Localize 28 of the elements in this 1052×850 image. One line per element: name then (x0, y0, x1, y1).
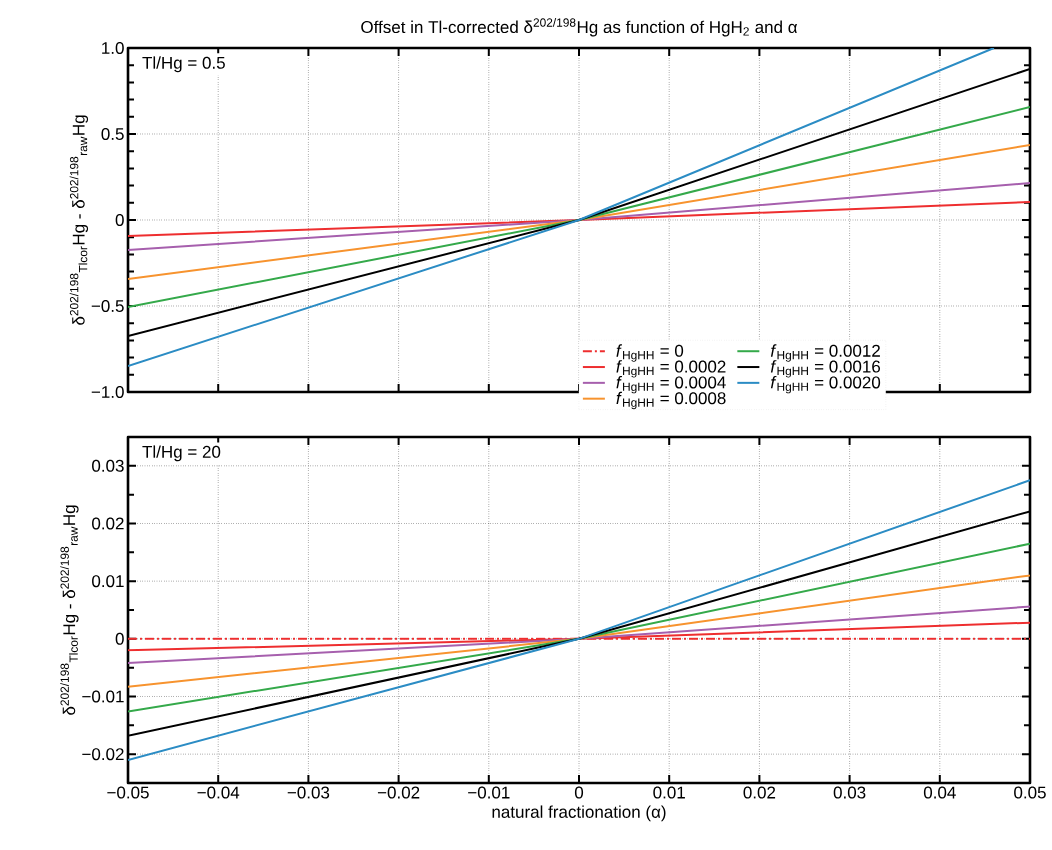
x-axis-title: natural fractionation (α) (492, 805, 666, 822)
x-tick-label: 0.04 (923, 786, 956, 799)
x-tick-label: −0.03 (287, 786, 330, 799)
x-tick-label: −0.01 (468, 786, 510, 799)
x-tick-label: 0.03 (833, 786, 866, 799)
y-tick-label: −0.02 (82, 748, 124, 761)
chart-title: Offset in Tl-corrected δ$^{202/198}$Hg as function of HgH$_{2}$ and α (361, 18, 798, 37)
y-tick-label: 0 (115, 632, 124, 645)
y-tick-label: −1.0 (91, 385, 124, 399)
x-tick-label: 0.02 (743, 786, 776, 799)
x-tick-label: −0.04 (197, 786, 240, 799)
x-tick-label: 0 (574, 786, 584, 799)
y-axis-title: δ$^{202/198}$$_{Tlcor}$Hg - δ$^{202/198}$$_{raw}$Hg (69, 115, 89, 325)
x-tick-label: −0.05 (107, 786, 149, 799)
y-tick-label: −0.01 (82, 690, 124, 703)
x-tick-label: 0.01 (653, 786, 685, 799)
annotation: Tl/Hg = 20 (142, 445, 221, 462)
x-tick-label: 0.05 (1014, 786, 1046, 799)
y-axis-title: δ$^{202/198}$$_{Tlcor}$Hg - δ$^{202/198}$$_{raw}$Hg (60, 505, 79, 715)
y-tick-label: −0.5 (91, 299, 124, 313)
y-tick-label: 0 (115, 213, 124, 227)
annotation: Tl/Hg = 0.5 (142, 56, 225, 73)
y-tick-label: 0.01 (92, 575, 124, 588)
y-tick-label: 1.0 (102, 41, 124, 55)
y-tick-label: 0.02 (92, 517, 124, 530)
y-tick-label: 0.03 (92, 459, 124, 472)
x-tick-label: −0.02 (377, 786, 420, 799)
y-tick-label: 0.5 (101, 127, 124, 141)
